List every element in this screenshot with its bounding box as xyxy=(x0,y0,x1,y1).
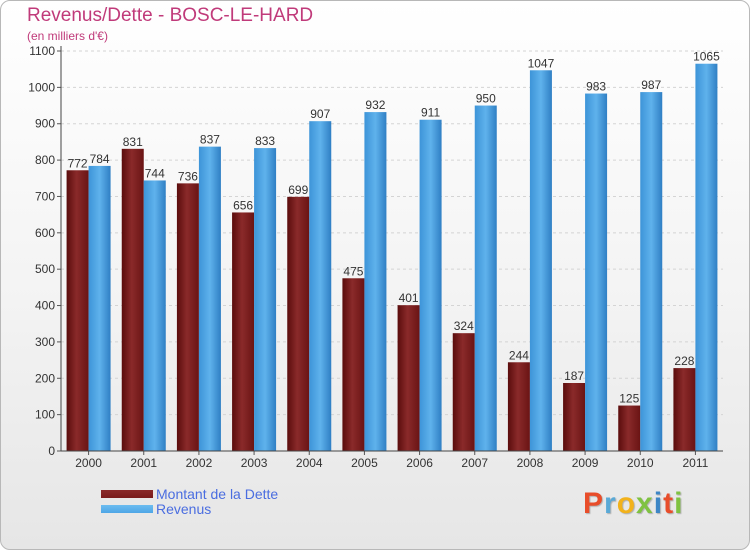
data-label-revenus-2000: 784 xyxy=(90,152,110,166)
y-tick-label-300: 300 xyxy=(35,335,55,349)
bar-dette-2007 xyxy=(452,333,475,451)
data-label-dette-2003: 656 xyxy=(233,198,253,212)
bar-dette-2010 xyxy=(618,405,641,451)
data-label-dette-2007: 324 xyxy=(454,319,474,333)
data-label-dette-2008: 244 xyxy=(509,348,529,362)
data-label-revenus-2008: 1047 xyxy=(528,56,555,70)
data-label-revenus-2004: 907 xyxy=(310,107,330,121)
bar-dette-2008 xyxy=(507,362,530,451)
legend-label-dette: Montant de la Dette xyxy=(156,486,279,502)
data-label-revenus-2006: 911 xyxy=(421,106,440,120)
bar-revenus-2005 xyxy=(364,112,387,451)
y-tick-label-800: 800 xyxy=(35,153,55,167)
bar-dette-2001 xyxy=(121,148,144,451)
y-tick-label-700: 700 xyxy=(35,189,55,203)
data-label-revenus-2003: 833 xyxy=(255,134,275,148)
bar-revenus-2002 xyxy=(198,146,221,452)
bar-chart: 772 784 831 744 736 837 656 833 699 907 475 932 401 9… xyxy=(28,44,723,470)
data-label-revenus-2002: 837 xyxy=(200,133,220,147)
bar-revenus-2008 xyxy=(529,70,552,451)
data-label-dette-2002: 736 xyxy=(178,169,198,183)
legend-label-revenus: Revenus xyxy=(156,501,212,517)
data-label-revenus-2009: 983 xyxy=(586,80,606,94)
data-label-dette-2001: 831 xyxy=(123,135,143,149)
chart-subtitle: (en milliers d'€) xyxy=(27,29,108,43)
data-label-revenus-2011: 1065 xyxy=(693,50,720,64)
x-tick-label-2003: 2003 xyxy=(241,456,268,470)
bar-dette-2005 xyxy=(342,278,365,451)
bar-revenus-2006 xyxy=(419,119,442,452)
bar-dette-2000 xyxy=(66,170,89,452)
x-tick-label-2006: 2006 xyxy=(406,456,433,470)
bar-dette-2011 xyxy=(673,368,696,451)
x-tick-label-2009: 2009 xyxy=(572,456,599,470)
y-tick-label-500: 500 xyxy=(35,262,55,276)
x-tick-label-2004: 2004 xyxy=(296,456,323,470)
x-tick-label-2007: 2007 xyxy=(461,456,488,470)
data-label-revenus-2001: 744 xyxy=(145,166,165,180)
data-label-revenus-2007: 950 xyxy=(476,92,496,106)
x-tick-label-2000: 2000 xyxy=(75,456,102,470)
logo-letter: t xyxy=(663,487,675,520)
y-tick-label-600: 600 xyxy=(35,226,55,240)
x-tick-label-2010: 2010 xyxy=(627,456,654,470)
bar-revenus-2004 xyxy=(309,121,332,451)
data-label-dette-2010: 125 xyxy=(619,392,639,406)
bar-revenus-2003 xyxy=(254,148,277,451)
bar-revenus-2001 xyxy=(143,180,166,452)
y-tick-label-1100: 1100 xyxy=(29,44,55,58)
bar-dette-2006 xyxy=(397,305,420,451)
logo-letter: i xyxy=(674,487,684,520)
logo-letter: x xyxy=(636,487,654,520)
logo-letter: P xyxy=(583,487,605,520)
bar-revenus-2011 xyxy=(695,63,718,452)
proxiti-logo: Proxiti xyxy=(583,487,683,521)
data-label-revenus-2005: 932 xyxy=(365,98,385,112)
x-tick-label-2008: 2008 xyxy=(517,456,544,470)
data-label-dette-2011: 228 xyxy=(674,354,694,368)
x-tick-label-2002: 2002 xyxy=(186,456,213,470)
data-label-dette-2009: 187 xyxy=(564,369,584,383)
y-tick-label-900: 900 xyxy=(35,117,55,131)
data-label-dette-2000: 772 xyxy=(68,156,88,170)
x-tick-label-2011: 2011 xyxy=(683,456,709,470)
bar-revenus-2007 xyxy=(474,105,497,451)
logo-letter: o xyxy=(616,487,637,520)
logo-letter: i xyxy=(653,487,664,520)
data-label-dette-2004: 699 xyxy=(288,183,308,197)
bar-revenus-2009 xyxy=(585,93,608,451)
bar-dette-2003 xyxy=(232,212,255,451)
y-tick-label-0: 0 xyxy=(48,444,55,458)
data-label-revenus-2010: 987 xyxy=(641,78,661,92)
chart-title: Revenus/Dette - BOSC-LE-HARD xyxy=(27,5,314,26)
data-label-dette-2005: 475 xyxy=(343,264,363,278)
y-tick-label-200: 200 xyxy=(35,371,55,385)
bar-dette-2009 xyxy=(563,383,586,451)
bar-revenus-2010 xyxy=(640,92,663,451)
y-tick-label-400: 400 xyxy=(35,299,55,313)
x-tick-label-2001: 2001 xyxy=(130,456,157,470)
y-tick-label-1000: 1000 xyxy=(28,80,55,94)
logo-letter: r xyxy=(604,487,617,520)
x-tick-label-2005: 2005 xyxy=(351,456,378,470)
bar-dette-2002 xyxy=(176,183,199,451)
y-tick-label-100: 100 xyxy=(35,408,55,422)
legend-swatch-revenus xyxy=(101,505,153,513)
legend-swatch-dette xyxy=(101,490,153,498)
data-label-dette-2006: 401 xyxy=(399,291,419,305)
bar-revenus-2000 xyxy=(88,165,111,451)
bar-dette-2004 xyxy=(287,196,310,451)
